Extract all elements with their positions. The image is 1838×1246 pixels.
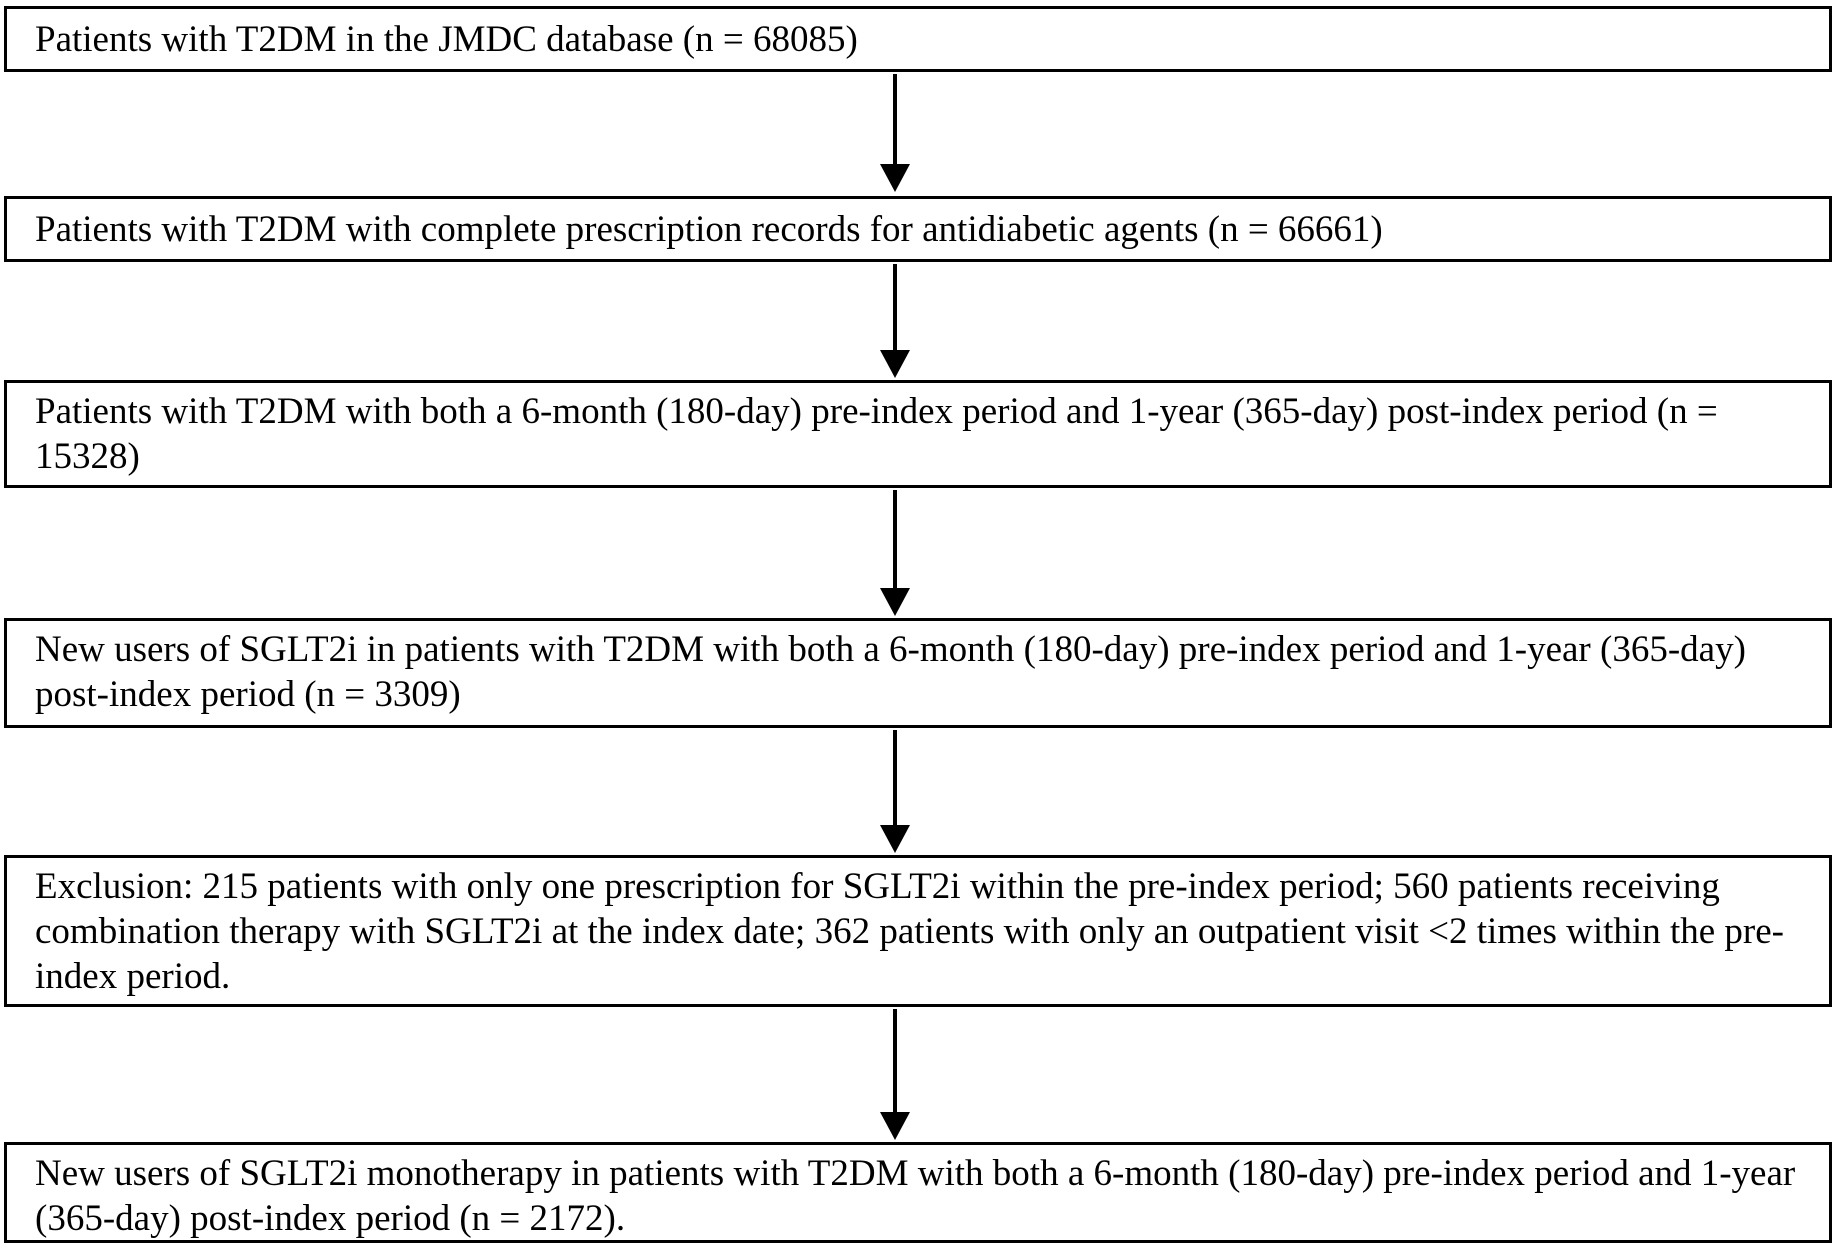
- flow-box-complete-prescription-records: Patients with T2DM with complete prescri…: [4, 196, 1832, 262]
- arrow-shaft: [893, 74, 897, 168]
- down-arrow: [880, 1009, 910, 1140]
- arrow-head-icon: [880, 1112, 910, 1140]
- arrow-shaft: [893, 1009, 897, 1116]
- arrow-shaft: [893, 490, 897, 592]
- flow-box-exclusion: Exclusion: 215 patients with only one pr…: [4, 855, 1832, 1007]
- arrow-head-icon: [880, 588, 910, 616]
- arrow-shaft: [893, 730, 897, 829]
- flow-box-jmdc-population: Patients with T2DM in the JMDC database …: [4, 6, 1832, 72]
- down-arrow: [880, 730, 910, 853]
- down-arrow: [880, 264, 910, 378]
- arrow-head-icon: [880, 164, 910, 192]
- arrow-shaft: [893, 264, 897, 354]
- arrow-head-icon: [880, 825, 910, 853]
- down-arrow: [880, 74, 910, 192]
- flow-box-sglt2i-new-users: New users of SGLT2i in patients with T2D…: [4, 618, 1832, 728]
- flow-box-pre-post-index-periods: Patients with T2DM with both a 6-month (…: [4, 380, 1832, 488]
- flow-box-final-cohort-monotherapy: New users of SGLT2i monotherapy in patie…: [4, 1142, 1832, 1243]
- arrow-head-icon: [880, 350, 910, 378]
- down-arrow: [880, 490, 910, 616]
